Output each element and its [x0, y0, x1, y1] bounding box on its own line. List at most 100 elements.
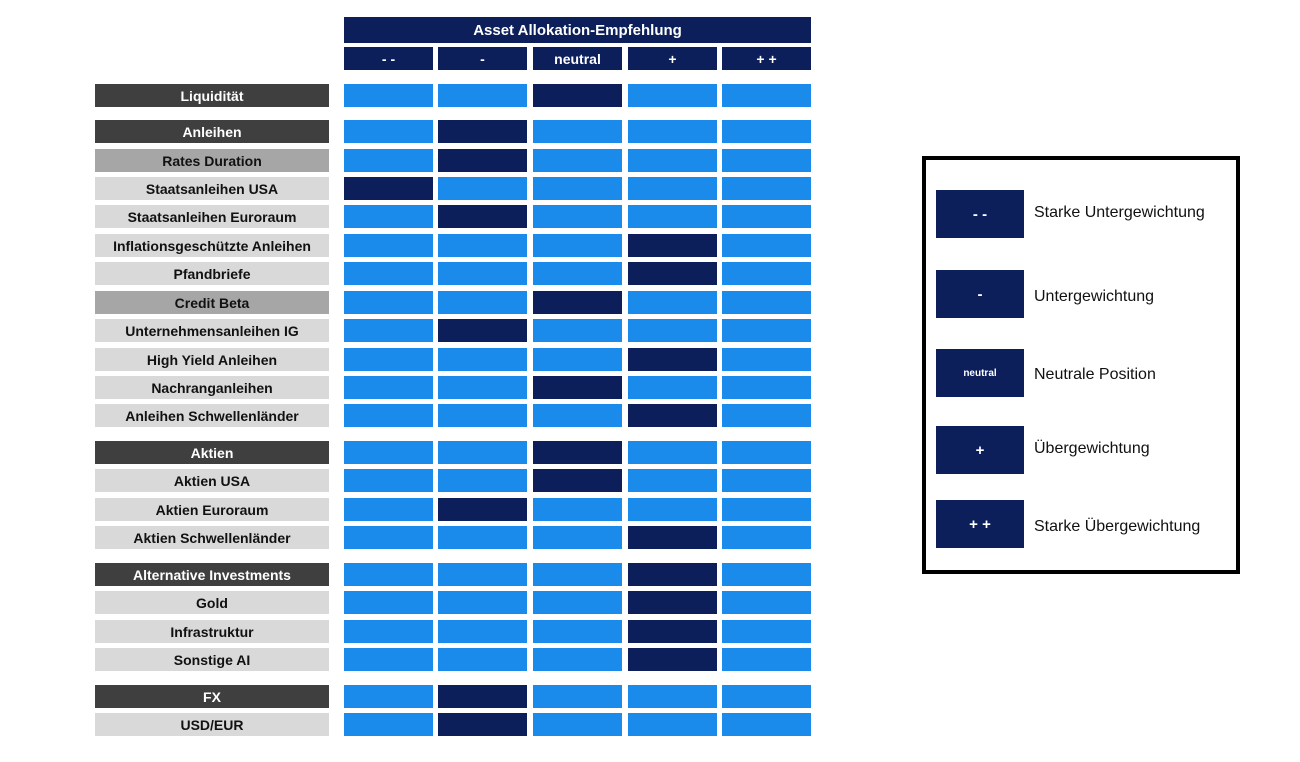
allocation-cell — [722, 319, 811, 342]
column-header: - — [438, 47, 527, 70]
allocation-cell — [628, 120, 717, 143]
allocation-cell — [438, 591, 527, 614]
row-label-category: Aktien — [95, 441, 329, 464]
allocation-cell — [628, 205, 717, 228]
column-header: + + — [722, 47, 811, 70]
allocation-cell — [533, 713, 622, 736]
allocation-cell — [438, 441, 527, 464]
allocation-cell-selected — [628, 648, 717, 671]
allocation-cell-selected — [438, 713, 527, 736]
allocation-cell — [438, 404, 527, 427]
allocation-cell — [438, 563, 527, 586]
allocation-cell — [628, 177, 717, 200]
allocation-cell — [628, 149, 717, 172]
allocation-cell — [533, 319, 622, 342]
allocation-cell — [344, 648, 433, 671]
allocation-cell — [344, 526, 433, 549]
legend-box-under: - — [936, 270, 1024, 318]
allocation-cell-selected — [438, 319, 527, 342]
allocation-cell — [722, 713, 811, 736]
row-label-item: Aktien Schwellenländer — [95, 526, 329, 549]
allocation-cell-selected — [628, 348, 717, 371]
allocation-cell — [533, 404, 622, 427]
allocation-cell — [722, 648, 811, 671]
allocation-cell — [533, 348, 622, 371]
allocation-cell — [628, 84, 717, 107]
allocation-cell — [722, 591, 811, 614]
row-label-subcategory: Rates Duration — [95, 149, 329, 172]
legend-box-neutral: neutral — [936, 349, 1024, 397]
row-label-item: Nachranganleihen — [95, 376, 329, 399]
allocation-cell — [628, 685, 717, 708]
allocation-cell — [722, 348, 811, 371]
column-header: neutral — [533, 47, 622, 70]
allocation-cell — [722, 84, 811, 107]
legend-text-strong-under: Starke Untergewichtung — [1034, 204, 1205, 221]
row-label-category: Alternative Investments — [95, 563, 329, 586]
allocation-cell — [438, 648, 527, 671]
allocation-cell — [628, 376, 717, 399]
allocation-cell — [533, 620, 622, 643]
row-label-item: Inflationsgeschützte Anleihen — [95, 234, 329, 257]
allocation-cell — [344, 469, 433, 492]
allocation-cell — [628, 319, 717, 342]
row-label-subcategory: Credit Beta — [95, 291, 329, 314]
allocation-cell — [344, 149, 433, 172]
allocation-cell — [722, 120, 811, 143]
allocation-cell — [344, 404, 433, 427]
allocation-cell — [722, 563, 811, 586]
allocation-cell — [344, 591, 433, 614]
row-label-item: Infrastruktur — [95, 620, 329, 643]
allocation-cell — [722, 469, 811, 492]
allocation-cell — [438, 262, 527, 285]
allocation-cell — [722, 441, 811, 464]
row-label-category: FX — [95, 685, 329, 708]
row-label-item: Staatsanleihen Euroraum — [95, 205, 329, 228]
column-header: + — [628, 47, 717, 70]
allocation-cell — [722, 498, 811, 521]
allocation-cell — [344, 262, 433, 285]
allocation-cell — [344, 620, 433, 643]
allocation-cell — [438, 291, 527, 314]
allocation-cell — [344, 685, 433, 708]
allocation-cell-selected — [628, 234, 717, 257]
allocation-cell — [533, 120, 622, 143]
allocation-cell-selected — [533, 84, 622, 107]
allocation-cell — [533, 234, 622, 257]
allocation-cell — [628, 291, 717, 314]
row-label-item: Aktien USA — [95, 469, 329, 492]
allocation-cell — [722, 685, 811, 708]
allocation-cell-selected — [628, 620, 717, 643]
allocation-cell-selected — [628, 591, 717, 614]
allocation-cell — [344, 498, 433, 521]
allocation-cell — [533, 149, 622, 172]
allocation-cell — [722, 620, 811, 643]
legend-box-strong-over: + + — [936, 500, 1024, 548]
allocation-cell-selected — [438, 149, 527, 172]
allocation-cell-selected — [533, 469, 622, 492]
allocation-cell — [722, 404, 811, 427]
allocation-cell — [722, 205, 811, 228]
allocation-cell-selected — [344, 177, 433, 200]
legend: - - Starke Untergewichtung - Untergewich… — [922, 156, 1240, 574]
allocation-cell — [628, 713, 717, 736]
allocation-cell-selected — [438, 205, 527, 228]
allocation-cell — [722, 262, 811, 285]
legend-box-over: + — [936, 426, 1024, 474]
allocation-cell — [533, 563, 622, 586]
allocation-cell — [344, 291, 433, 314]
allocation-cell — [533, 498, 622, 521]
allocation-cell — [344, 205, 433, 228]
allocation-cell — [722, 177, 811, 200]
column-header: - - — [344, 47, 433, 70]
allocation-cell-selected — [628, 526, 717, 549]
legend-text-under: Untergewichtung — [1034, 288, 1155, 305]
allocation-cell-selected — [628, 404, 717, 427]
legend-text-over: Übergewichtung — [1034, 440, 1150, 457]
row-label-category: Liquidität — [95, 84, 329, 107]
allocation-cell — [438, 526, 527, 549]
row-label-category: Anleihen — [95, 120, 329, 143]
allocation-cell — [344, 319, 433, 342]
row-label-item: Anleihen Schwellenländer — [95, 404, 329, 427]
allocation-cell-selected — [533, 441, 622, 464]
